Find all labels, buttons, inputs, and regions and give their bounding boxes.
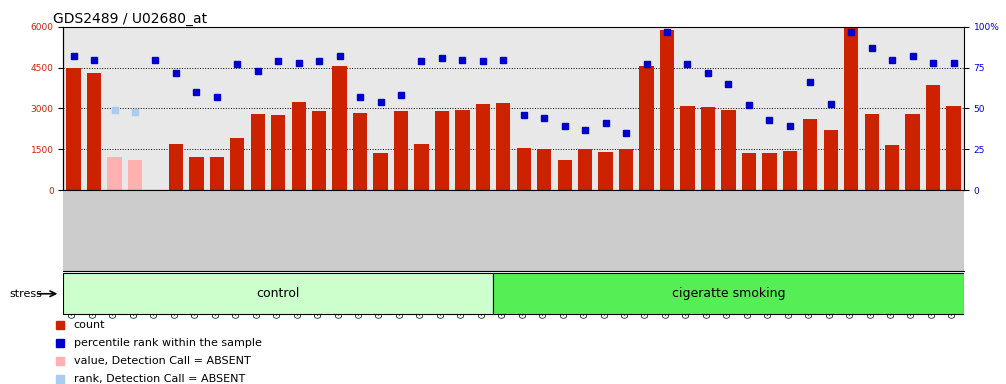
Bar bbox=[169, 144, 183, 190]
Bar bbox=[456, 110, 470, 190]
Bar bbox=[332, 66, 347, 190]
Text: GDS2489 / U02680_at: GDS2489 / U02680_at bbox=[53, 12, 207, 25]
Bar bbox=[578, 149, 593, 190]
Text: count: count bbox=[73, 320, 106, 330]
Bar bbox=[824, 130, 838, 190]
Bar bbox=[414, 144, 429, 190]
Bar bbox=[885, 145, 899, 190]
Bar bbox=[864, 114, 879, 190]
Text: value, Detection Call = ABSENT: value, Detection Call = ABSENT bbox=[73, 356, 250, 366]
Bar bbox=[701, 107, 715, 190]
Bar bbox=[128, 160, 142, 190]
Text: rank, Detection Call = ABSENT: rank, Detection Call = ABSENT bbox=[73, 374, 244, 384]
Bar bbox=[476, 104, 490, 190]
Bar bbox=[435, 111, 449, 190]
Bar bbox=[905, 114, 919, 190]
Bar bbox=[557, 160, 571, 190]
Bar bbox=[66, 68, 80, 190]
Bar bbox=[763, 153, 777, 190]
Bar bbox=[292, 102, 306, 190]
Bar bbox=[640, 66, 654, 190]
Bar bbox=[783, 151, 797, 190]
Text: control: control bbox=[257, 287, 300, 300]
Bar bbox=[250, 114, 265, 190]
Bar bbox=[230, 138, 244, 190]
Bar bbox=[493, 273, 964, 314]
Bar bbox=[947, 106, 961, 190]
Bar bbox=[189, 157, 203, 190]
Text: cigeratte smoking: cigeratte smoking bbox=[672, 287, 785, 300]
Bar bbox=[619, 149, 633, 190]
Bar bbox=[537, 149, 551, 190]
Bar bbox=[373, 153, 387, 190]
Bar bbox=[803, 119, 818, 190]
Bar bbox=[599, 152, 613, 190]
Bar bbox=[108, 157, 122, 190]
Bar bbox=[741, 153, 757, 190]
Bar bbox=[844, 28, 858, 190]
Bar bbox=[660, 30, 674, 190]
Bar bbox=[87, 73, 102, 190]
Text: percentile rank within the sample: percentile rank within the sample bbox=[73, 338, 262, 348]
Bar bbox=[926, 85, 941, 190]
Bar bbox=[209, 157, 224, 190]
Bar bbox=[63, 273, 493, 314]
Bar bbox=[680, 106, 695, 190]
Bar bbox=[496, 103, 510, 190]
Bar bbox=[394, 111, 408, 190]
Bar bbox=[517, 148, 531, 190]
Bar bbox=[271, 115, 286, 190]
Bar bbox=[312, 111, 326, 190]
Bar bbox=[353, 113, 367, 190]
Text: stress: stress bbox=[9, 289, 42, 299]
Bar bbox=[721, 110, 735, 190]
